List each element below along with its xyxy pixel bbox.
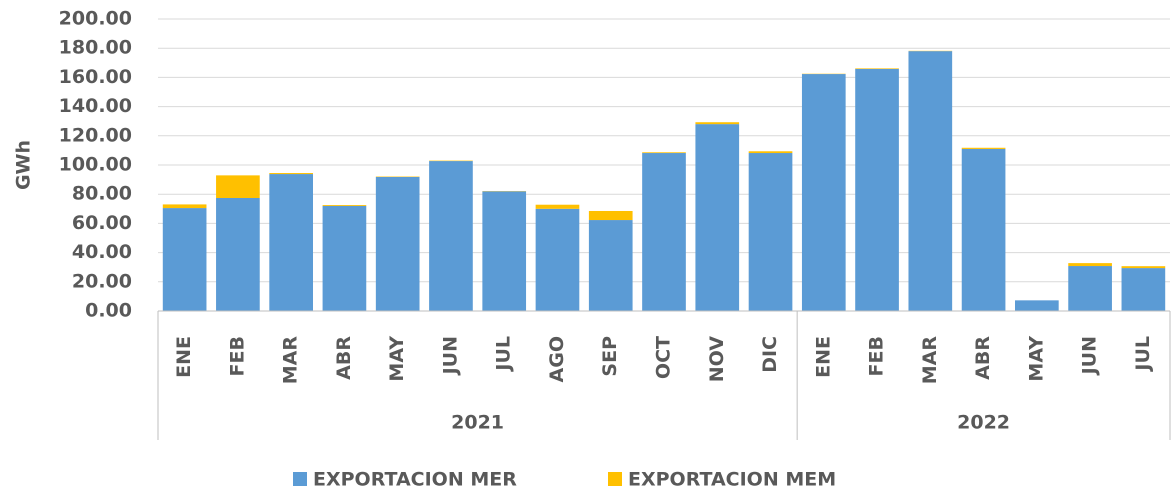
- group-label: 2021: [451, 412, 504, 434]
- x-tick-label: FEB: [226, 336, 248, 376]
- bar-segment: [216, 175, 260, 198]
- y-tick-label: 140.00: [59, 95, 132, 117]
- legend-swatch: [293, 472, 307, 486]
- legend-label: EXPORTACION MER: [313, 469, 517, 490]
- bar-segment: [269, 173, 313, 175]
- bar-segment: [162, 204, 207, 209]
- x-tick-label: ENE: [812, 336, 834, 378]
- y-tick-label: 60.00: [72, 212, 132, 234]
- bar-segment: [1121, 266, 1166, 269]
- x-tick-label: ENE: [173, 336, 195, 378]
- bar-segment: [375, 176, 420, 311]
- bar-segment: [429, 161, 473, 311]
- bar-segment: [855, 68, 899, 69]
- bar-segment: [1121, 268, 1166, 311]
- bar-segment: [642, 152, 686, 154]
- bar-segment: [908, 51, 953, 312]
- group-label: 2022: [957, 412, 1010, 434]
- bar-segment: [748, 153, 793, 311]
- bar-segment: [535, 208, 580, 311]
- bar-segment: [482, 191, 527, 311]
- bar-segment: [269, 174, 313, 311]
- legend-label: EXPORTACION MEM: [628, 469, 836, 490]
- bar-segment: [216, 197, 260, 311]
- y-tick-label: 40.00: [72, 241, 132, 263]
- x-tick-label: MAR: [280, 336, 302, 385]
- x-tick-label: JUN: [439, 336, 461, 376]
- bar-segment: [322, 205, 367, 206]
- x-tick-label: ABR: [972, 336, 994, 380]
- x-tick-label: DIC: [759, 336, 781, 373]
- y-tick-label: 160.00: [59, 66, 132, 88]
- x-tick-label: MAR: [919, 336, 941, 385]
- y-tick-label: 0.00: [85, 300, 132, 322]
- x-tick-label: SEP: [599, 336, 621, 377]
- bar-segment: [1068, 266, 1112, 311]
- bar-segment: [961, 148, 1006, 311]
- x-tick-label: MAY: [1025, 336, 1047, 382]
- y-tick-label: 100.00: [59, 154, 132, 176]
- bar-segment: [961, 147, 1006, 149]
- y-tick-label: 200.00: [59, 8, 132, 30]
- x-tick-label: JUN: [1079, 336, 1101, 376]
- bar-segment: [588, 220, 633, 311]
- legend-swatch: [608, 472, 622, 486]
- x-tick-label: ABR: [333, 336, 355, 380]
- y-tick-label: 20.00: [72, 270, 132, 292]
- x-tick-label: OCT: [653, 336, 675, 379]
- bar-segment: [322, 205, 367, 311]
- y-tick-label: 80.00: [72, 183, 132, 205]
- bar-segment: [855, 68, 899, 311]
- bar-segment: [588, 210, 633, 221]
- bar-segment: [801, 74, 846, 312]
- bar-segment: [162, 208, 207, 311]
- x-tick-label: FEB: [866, 336, 888, 376]
- x-tick-label: NOV: [706, 336, 728, 383]
- bar-segment: [642, 153, 686, 311]
- x-tick-label: JUL: [493, 336, 515, 373]
- bar-segment: [535, 204, 580, 209]
- x-tick-label: AGO: [546, 336, 568, 382]
- x-tick-label: MAY: [386, 336, 408, 382]
- x-tick-label: JUL: [1132, 336, 1154, 373]
- bar-segment: [695, 124, 740, 312]
- bar-segment: [695, 122, 740, 125]
- y-tick-label: 120.00: [59, 124, 132, 146]
- y-axis-title: GWh: [13, 140, 35, 190]
- bar-segment: [1015, 300, 1059, 311]
- bar-segment: [1068, 263, 1112, 267]
- y-tick-label: 180.00: [59, 37, 132, 59]
- bar-segment: [748, 151, 793, 154]
